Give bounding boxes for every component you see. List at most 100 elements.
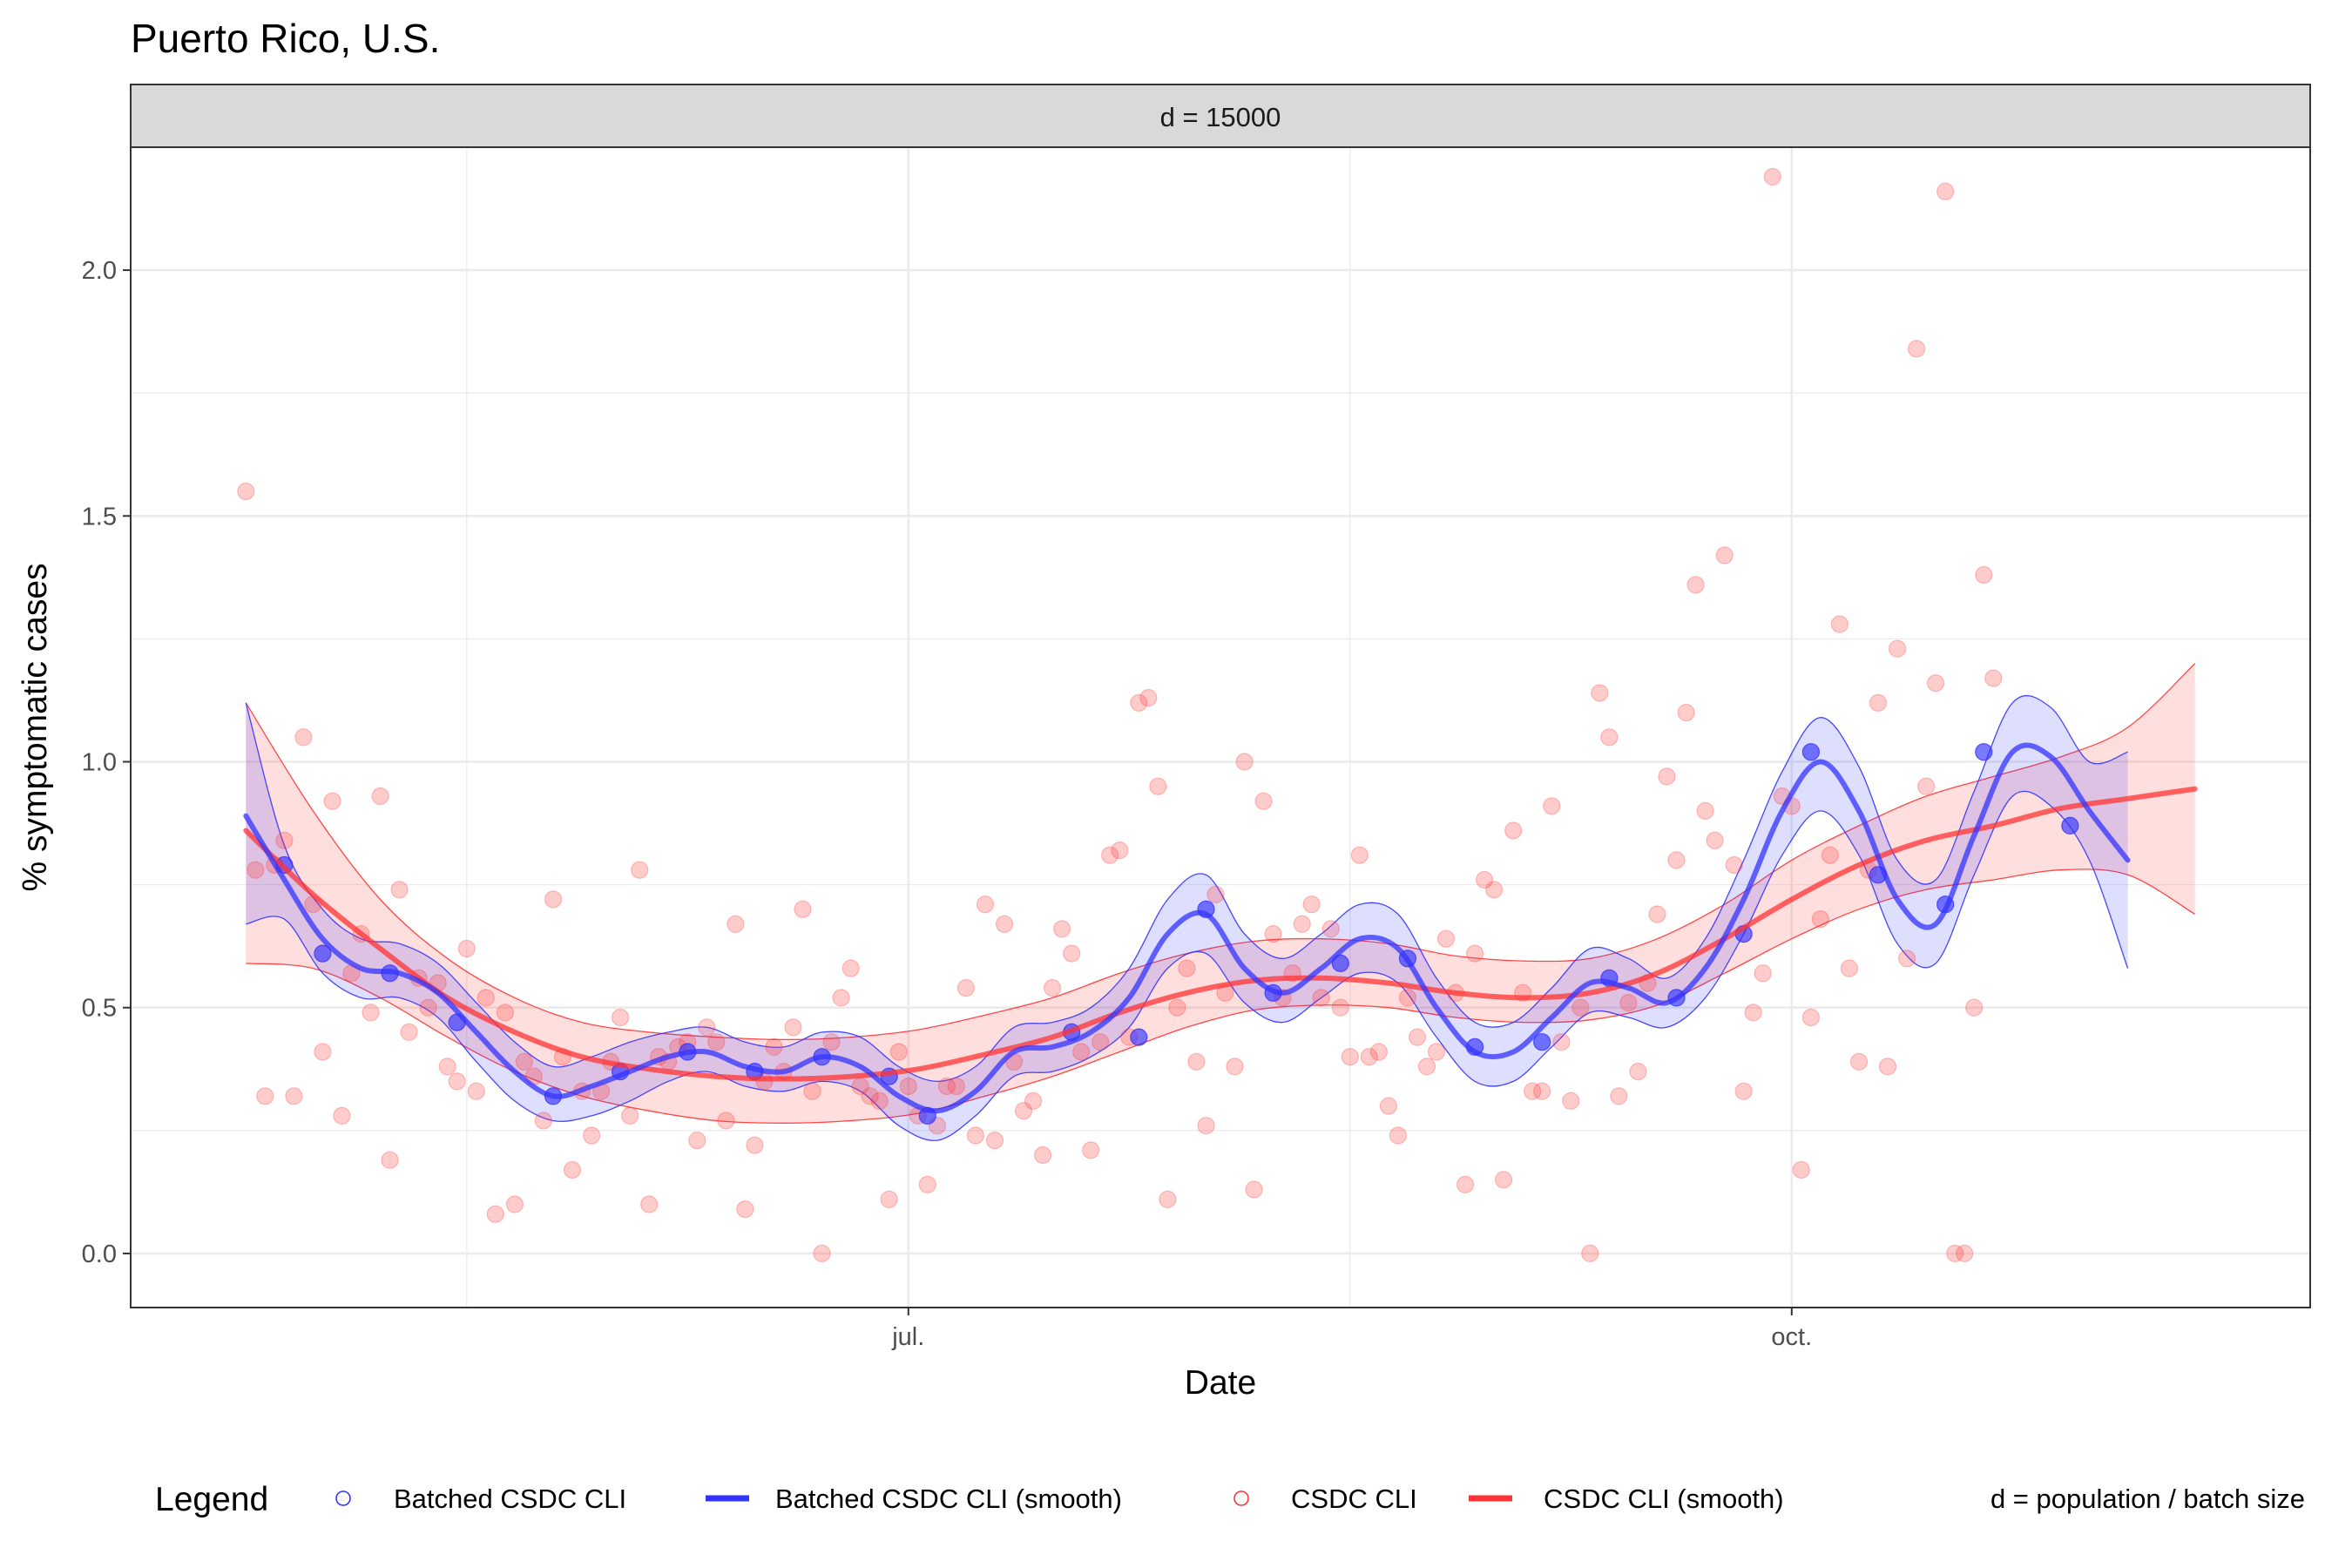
csdc-point: [1350, 846, 1369, 864]
csdc-point: [985, 1131, 1004, 1150]
csdc-point: [1629, 1062, 1647, 1081]
data-points: [237, 167, 2079, 1263]
csdc-point: [899, 1077, 917, 1096]
csdc-point: [1494, 1171, 1513, 1189]
csdc-point: [486, 1205, 504, 1223]
csdc-point: [640, 1195, 659, 1213]
legend-label-batched-points: Batched CSDC CLI: [394, 1484, 626, 1514]
csdc-point: [1398, 989, 1417, 1007]
csdc-point: [995, 915, 1014, 933]
csdc-point: [1811, 909, 1829, 929]
csdc-point: [1792, 1160, 1810, 1179]
csdc-point: [1149, 777, 1167, 795]
csdc-point: [803, 1082, 821, 1100]
csdc-point: [1889, 639, 1907, 658]
csdc-point: [1197, 1117, 1215, 1135]
csdc-point: [323, 792, 341, 810]
csdc-point: [1130, 693, 1148, 712]
csdc-point: [1936, 182, 1955, 200]
batched-band-lower-edge: [246, 790, 2129, 1141]
csdc-point: [247, 861, 265, 879]
csdc-point: [880, 1190, 898, 1208]
csdc-point: [1696, 801, 1714, 821]
csdc-point: [813, 1244, 831, 1263]
csdc-point: [1562, 1092, 1580, 1111]
csdc-point: [419, 998, 437, 1017]
csdc-point: [1754, 964, 1772, 983]
csdc-point: [457, 939, 476, 958]
x-tick-label: oct.: [1771, 1323, 1812, 1351]
csdc-point: [918, 1175, 936, 1194]
csdc-point: [582, 1126, 601, 1145]
csdc-point: [1878, 1058, 1897, 1076]
csdc-point: [314, 1043, 332, 1061]
csdc-point: [976, 896, 995, 914]
csdc-point: [438, 1058, 456, 1076]
x-tick-label: jul.: [891, 1323, 924, 1351]
csdc-point: [1524, 1082, 1542, 1100]
csdc-point: [1984, 669, 2003, 687]
y-tick-label: 0.0: [82, 1240, 117, 1268]
csdc-point: [1667, 851, 1686, 869]
csdc-point: [1302, 896, 1321, 914]
csdc-point: [1465, 944, 1484, 963]
csdc-point: [841, 959, 860, 977]
csdc-point: [496, 1004, 515, 1022]
csdc-point: [1043, 978, 1062, 997]
csdc-point: [371, 787, 389, 806]
legend-title: Legend: [155, 1481, 268, 1518]
csdc-point: [1648, 905, 1666, 923]
csdc-point: [1484, 881, 1504, 899]
csdc-point: [534, 1112, 553, 1130]
csdc-point: [1024, 1092, 1043, 1111]
csdc-point: [1226, 1058, 1244, 1076]
chart-title: Puerto Rico, U.S.: [131, 16, 440, 61]
csdc-point: [1379, 1097, 1398, 1115]
csdc-point: [956, 978, 976, 997]
csdc-point: [727, 915, 745, 933]
csdc-point: [1331, 998, 1349, 1017]
csdc-point: [381, 1151, 399, 1169]
csdc-point: [1744, 1004, 1762, 1022]
csdc-point: [1869, 693, 1888, 712]
facet-label: d = 15000: [1160, 102, 1281, 132]
batched-band-upper-edge: [245, 694, 2128, 1083]
csdc-point: [631, 861, 649, 879]
csdc-point: [1725, 855, 1743, 875]
csdc-point: [1168, 998, 1186, 1017]
csdc-point: [1360, 1048, 1378, 1066]
csdc-point: [1840, 959, 1858, 977]
batched-point: [1533, 1033, 1551, 1051]
csdc-point: [505, 1195, 524, 1213]
csdc-point: [611, 1008, 630, 1027]
csdc-point: [620, 1106, 639, 1125]
csdc-point: [256, 1087, 274, 1105]
legend-note: d = population / batch size: [1990, 1484, 2305, 1514]
csdc-point: [333, 1106, 351, 1125]
csdc-point: [285, 1087, 303, 1105]
csdc-point: [861, 1087, 879, 1105]
csdc-point: [1159, 1190, 1177, 1208]
csdc-point: [1235, 753, 1254, 771]
csdc-point: [947, 1077, 966, 1096]
csdc-point: [1014, 1102, 1033, 1120]
csdc-point: [1975, 565, 1993, 585]
csdc-point: [1552, 1033, 1571, 1051]
batched-point: [2061, 816, 2079, 835]
csdc-point: [1830, 615, 1848, 633]
csdc-point: [966, 1126, 985, 1145]
csdc-point: [390, 881, 409, 899]
csdc-point: [937, 1077, 956, 1096]
csdc-point: [400, 1023, 418, 1042]
csdc-point: [1389, 1126, 1408, 1145]
csdc-point: [1533, 1082, 1551, 1100]
csdc-point: [1927, 674, 1945, 693]
x-axis: jul. oct.: [891, 1308, 1812, 1351]
y-axis: 0.0 0.5 1.0 1.5 2.0: [82, 257, 131, 1268]
csdc-point: [1245, 1180, 1263, 1199]
csdc-point: [765, 1037, 783, 1057]
csdc-point: [1821, 846, 1839, 864]
csdc-point: [1111, 841, 1129, 860]
csdc-point: [1456, 1175, 1475, 1194]
